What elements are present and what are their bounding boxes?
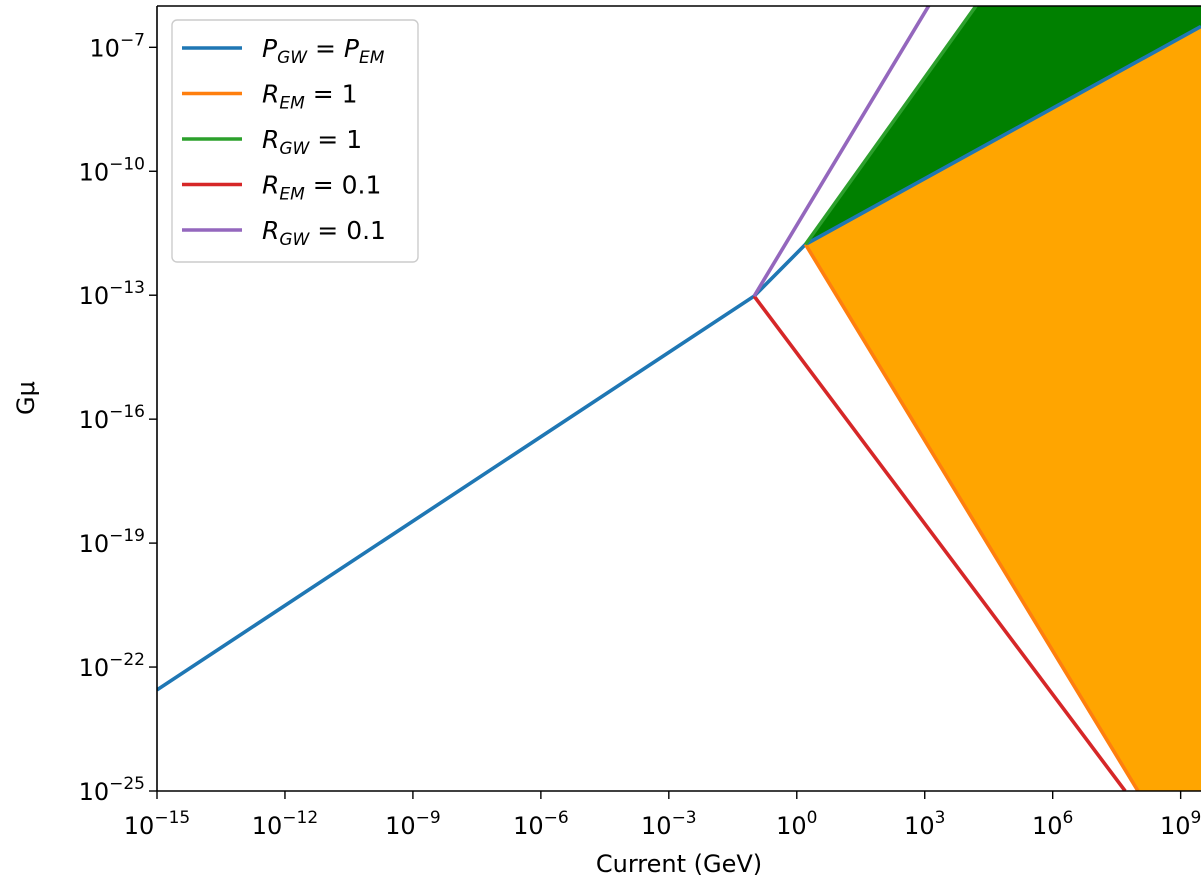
- legend-frame: [171, 19, 419, 263]
- x-tick-label-2: 10−9: [385, 808, 441, 840]
- x-tick-label-1: 10−12: [252, 808, 318, 840]
- legend-label-4: RGW = 0.1: [262, 216, 386, 250]
- fill-region-1: [805, 26, 1201, 791]
- fill-region-0: [805, 6, 1201, 245]
- y-tick-label-0: 10−25: [79, 774, 145, 806]
- x-tick-label-4: 10−3: [641, 808, 697, 840]
- y-tick-label-2: 10−19: [79, 526, 145, 558]
- legend: PGW = PEM REM = 1 RGW = 1 REM = 0.1 RGW = 0.…: [171, 19, 419, 263]
- y-tick-label-4: 10−13: [79, 278, 145, 310]
- y-ticks: 10−25 10−22 10−19 10−16 10−13 10−10 10−7: [79, 30, 157, 806]
- fill-regions: [805, 6, 1201, 791]
- series-lines: [157, 6, 1201, 791]
- x-ticks: 10−15 10−12 10−9 10−6 10−3 100 103 106 109: [124, 791, 1201, 840]
- x-tick-label-6: 103: [904, 808, 945, 840]
- series-line-2: [804, 6, 979, 246]
- axes: [156, 5, 1201, 792]
- series-line-1: [803, 243, 1140, 791]
- legend-label-2: RGW = 1: [262, 125, 362, 159]
- legend-label-1: REM = 1: [262, 80, 358, 114]
- legend-label-0: PGW = PEM: [262, 34, 385, 68]
- y-axis-label: Gμ: [12, 381, 40, 415]
- y-tick-label-5: 10−10: [79, 154, 145, 186]
- series-line-4: [752, 6, 931, 298]
- x-tick-label-3: 10−6: [513, 808, 569, 840]
- y-tick-label-1: 10−22: [79, 650, 145, 682]
- x-tick-label-5: 100: [776, 808, 817, 840]
- x-axis-label: Current (GeV): [596, 850, 762, 878]
- x-tick-label-0: 10−15: [124, 808, 190, 840]
- y-tick-label-3: 10−16: [79, 402, 145, 434]
- series-line-3: [752, 295, 1127, 791]
- legend-label-3: REM = 0.1: [262, 171, 381, 205]
- series-line-0: [157, 24, 1201, 692]
- y-tick-label-6: 10−7: [89, 30, 145, 62]
- x-tick-label-8: 109: [1160, 808, 1201, 840]
- x-tick-label-7: 106: [1032, 808, 1073, 840]
